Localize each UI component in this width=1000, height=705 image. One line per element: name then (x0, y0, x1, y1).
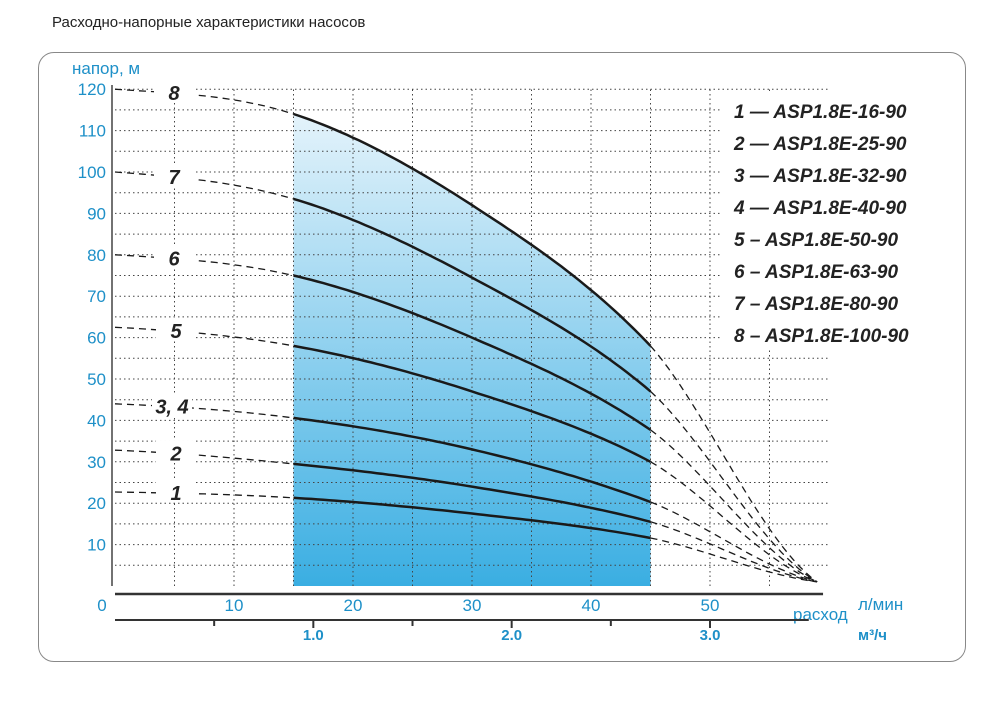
y-axis-label: напор, м (72, 59, 140, 78)
curve-label: 6 (168, 249, 180, 271)
y-tick-label: 50 (87, 370, 106, 389)
curve-2-working (293, 462, 651, 524)
legend-entry: 4 — ASP1.8E-40-90 (733, 198, 907, 219)
x-tick-label: 20 (344, 596, 363, 615)
curve-6-dashed-left (114, 254, 294, 277)
x-tick-label: 40 (582, 596, 601, 615)
page-title: Расходно-напорные характеристики насосов (52, 14, 366, 31)
curve-label: 5 (170, 321, 182, 343)
curve-label: 3, 4 (155, 397, 188, 419)
legend-bg (722, 92, 950, 350)
curve-2-dashed-left (114, 449, 294, 465)
y-tick-label: 60 (87, 329, 106, 348)
curve-3, 4-dashed-left (114, 403, 294, 419)
legend-entry: 2 — ASP1.8E-25-90 (733, 134, 907, 155)
legend-entry: 8 – ASP1.8E-100-90 (734, 326, 909, 347)
curve-label-bg (154, 164, 194, 187)
x2-tick-label: 3.0 (700, 627, 721, 644)
curve-5-dashed-left (114, 326, 294, 347)
curve-label-bg (156, 480, 196, 503)
legend-entry: 3 — ASP1.8E-32-90 (734, 166, 907, 187)
curve-1-dashed-left (114, 491, 294, 499)
curve-6-dashed-right (650, 429, 818, 583)
x-unit: л/мин (858, 595, 903, 614)
y-tick-label: 40 (87, 411, 106, 430)
curve-label-bg (152, 393, 192, 416)
x-axis-label: расход (793, 605, 848, 624)
curve-label-bg (156, 440, 196, 463)
y-tick-label: 110 (79, 122, 106, 141)
curve-8-dashed-left (114, 88, 294, 115)
x-tick-label: 30 (463, 596, 482, 615)
curve-label-bg (156, 318, 196, 341)
curve-label: 2 (169, 444, 181, 466)
curve-3, 4-working (293, 416, 651, 504)
x-tick-label: 10 (225, 596, 244, 615)
curve-label: 1 (170, 483, 181, 505)
curve-label: 7 (168, 167, 180, 189)
x2-tick-label: 1.0 (303, 627, 324, 644)
curve-2-dashed-right (650, 521, 818, 583)
y-tick-label: 10 (87, 536, 106, 555)
curve-label-bg (154, 245, 194, 268)
x-tick-label: 0 (97, 596, 106, 615)
curve-5-working (293, 344, 652, 463)
curve-8-dashed-right (650, 345, 818, 583)
y-tick-label: 80 (87, 246, 106, 265)
curve-label-bg (154, 80, 194, 103)
legend-entry: 7 – ASP1.8E-80-90 (734, 294, 898, 315)
curve-5-dashed-right (650, 461, 818, 583)
x2-tick-label: 2.0 (501, 627, 522, 644)
y-tick-label: 120 (78, 80, 106, 99)
curve-label: 8 (168, 83, 180, 105)
y-tick-label: 90 (87, 204, 106, 223)
legend-entry: 6 – ASP1.8E-63-90 (734, 262, 898, 283)
y-tick-label: 70 (87, 287, 106, 306)
curve-7-dashed-right (650, 390, 818, 583)
curve-7-dashed-left (114, 171, 294, 200)
curve-8-working (293, 112, 652, 347)
chart-frame (38, 52, 966, 662)
curve-7-working (293, 197, 652, 393)
y-tick-label: 30 (87, 453, 106, 472)
y-tick-label: 100 (78, 163, 106, 182)
legend-entry: 5 – ASP1.8E-50-90 (734, 230, 898, 251)
curve-6-working (293, 274, 652, 431)
x2-unit: м³/ч (858, 627, 887, 644)
curve-3, 4-dashed-right (650, 501, 818, 583)
legend-entry: 1 — ASP1.8E-16-90 (734, 102, 907, 123)
y-tick-label: 20 (87, 494, 106, 513)
curve-1-working (293, 496, 651, 540)
curve-1-dashed-right (650, 537, 818, 583)
x-tick-label: 50 (701, 596, 720, 615)
